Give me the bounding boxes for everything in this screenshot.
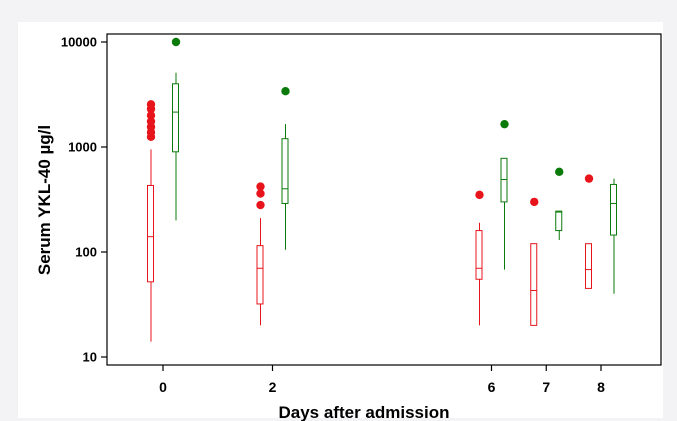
y-tick-label: 1000	[68, 140, 97, 155]
series-group	[146, 100, 594, 342]
box-iqr	[281, 138, 289, 204]
outlier-point	[256, 200, 265, 210]
outlier-point	[146, 100, 156, 109]
x-axis-ticks: 0 2 6 7 8	[159, 365, 605, 395]
outlier-point	[256, 182, 265, 191]
outlier-point	[146, 111, 156, 120]
plot-area-border	[106, 33, 662, 366]
outlier-point	[281, 86, 290, 96]
y-axis-ticks: 10 100 1000 10000	[61, 35, 107, 365]
box-series	[146, 37, 617, 342]
x-tick-label: 2	[269, 379, 277, 395]
box-iqr	[256, 245, 264, 305]
outlier-point	[584, 174, 594, 183]
outlier-point	[146, 117, 156, 126]
x-axis-label: Days after admission	[278, 403, 449, 421]
y-tick-label: 100	[75, 245, 97, 260]
box-iqr	[585, 243, 592, 289]
x-tick-label: 7	[542, 379, 550, 395]
box-iqr	[555, 210, 563, 232]
x-tick-label: 6	[488, 379, 496, 395]
box-iqr	[475, 230, 483, 280]
outlier-point	[256, 189, 265, 198]
box-iqr	[610, 183, 617, 236]
box-iqr	[147, 184, 154, 283]
y-tick-label: 10	[83, 350, 97, 365]
outlier-point	[475, 190, 484, 200]
box-iqr	[530, 243, 538, 326]
x-tick-label: 0	[159, 379, 167, 395]
y-tick-label: 10000	[61, 35, 97, 50]
outlier-point	[171, 37, 181, 47]
series-group	[171, 37, 617, 294]
outlier-point	[530, 197, 539, 207]
outlier-point	[555, 167, 564, 177]
x-tick-label: 8	[597, 379, 605, 395]
box-iqr	[172, 83, 179, 153]
outlier-point	[500, 119, 509, 129]
y-axis-label: Serum YKL-40 µg/l	[35, 125, 54, 275]
box-iqr	[500, 157, 508, 203]
